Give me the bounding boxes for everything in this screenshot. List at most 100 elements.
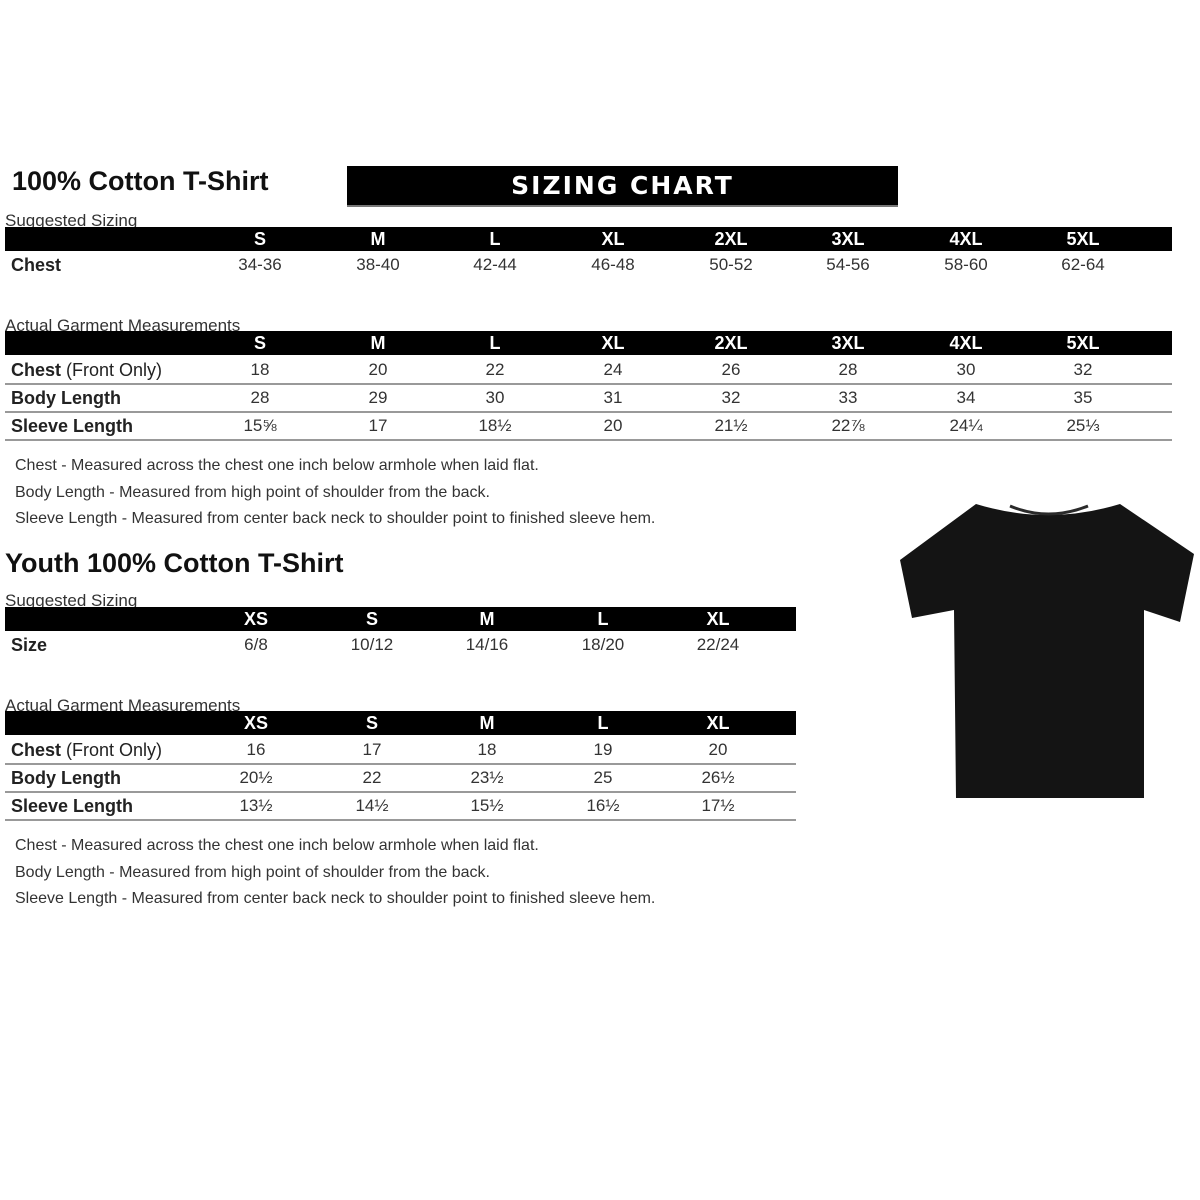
table-row: Chest (Front Only) 18 20 22 24 26 28 30 32	[0, 356, 1167, 384]
table-cell: 32	[1073, 360, 1093, 379]
table-cell: 50-52	[709, 255, 753, 274]
table-cell: 62-64	[1061, 255, 1105, 274]
row-divider	[5, 763, 796, 765]
table-cell: 20	[603, 416, 623, 435]
size-header: L	[489, 333, 501, 353]
table-cell: 28	[838, 360, 858, 379]
row-label: Chest	[11, 251, 61, 279]
row-label-text: Sleeve Length	[11, 416, 134, 436]
suggested-sizing-label: Suggested Sizing	[5, 591, 138, 610]
table-cell: 33	[838, 388, 858, 407]
row-label: Sleeve Length	[11, 412, 133, 440]
row-label-text: Sleeve Length	[11, 796, 134, 816]
table-cell: 17½	[701, 796, 735, 815]
row-divider	[5, 791, 796, 793]
table-cell: 14/16	[465, 635, 509, 654]
row-divider	[5, 383, 1172, 385]
size-header: S	[365, 713, 378, 733]
table-cell: 25⅓	[1066, 416, 1100, 435]
tshirt-icon	[900, 504, 1194, 798]
table-cell: 15½	[470, 796, 504, 815]
table-cell: 32	[721, 388, 741, 407]
youth-title: Youth 100% Cotton T-Shirt	[5, 548, 344, 578]
size-header: XL	[601, 229, 625, 249]
table-cell: 35	[1073, 388, 1093, 407]
row-label: Size	[11, 631, 47, 659]
size-header: XL	[706, 713, 730, 733]
size-header: 2XL	[714, 333, 748, 353]
measurement-note: Chest - Measured across the chest one in…	[15, 837, 539, 854]
measurement-note: Sleeve Length - Measured from center bac…	[15, 510, 656, 527]
table-cell: 54-56	[826, 255, 870, 274]
table-cell: 26	[721, 360, 741, 379]
table-cell: 21½	[714, 416, 748, 435]
size-header: 4XL	[949, 333, 983, 353]
table-cell: 18½	[478, 416, 512, 435]
size-header: XS	[243, 713, 268, 733]
table-cell: 14½	[355, 796, 389, 815]
size-header: 3XL	[831, 333, 865, 353]
suggested-sizing-label: Suggested Sizing	[5, 211, 138, 230]
table-cell: 20½	[239, 768, 273, 787]
row-label-text: Chest	[11, 740, 62, 760]
table-cell: 30	[956, 360, 976, 379]
table-cell: 25	[593, 768, 613, 787]
row-label: Sleeve Length	[11, 792, 133, 820]
table-cell: 22	[362, 768, 382, 787]
row-label-text: Chest	[11, 360, 62, 380]
size-header: M	[479, 609, 495, 629]
size-header: S	[253, 333, 266, 353]
size-header: M	[370, 333, 386, 353]
actual-header-bar: S M L XL 2XL 3XL 4XL 5XL	[5, 331, 1172, 355]
size-header: XL	[601, 333, 625, 353]
size-header: XL	[706, 609, 730, 629]
table-row: Sleeve Length 13½ 14½ 15½ 16½ 17½	[0, 792, 791, 820]
table-cell: 23½	[470, 768, 504, 787]
measurement-note: Body Length - Measured from high point o…	[15, 483, 490, 501]
table-cell: 42-44	[473, 255, 517, 274]
row-label-sub: (Front Only)	[61, 360, 163, 380]
table-cell: 26½	[701, 768, 735, 787]
table-cell: 34	[956, 388, 976, 407]
size-header: 2XL	[714, 229, 748, 249]
table-row: Body Length 20½ 22 23½ 25 26½	[0, 764, 791, 792]
size-header: 4XL	[949, 229, 983, 249]
row-divider	[5, 819, 796, 821]
table-cell: 20	[708, 740, 728, 759]
row-label-text: Chest	[11, 255, 62, 275]
table-cell: 31	[603, 388, 623, 407]
size-header: S	[253, 229, 266, 249]
table-cell: 29	[368, 388, 388, 407]
table-cell: 24¼	[949, 416, 983, 435]
row-label: Chest (Front Only)	[11, 736, 162, 764]
size-header: 5XL	[1066, 333, 1100, 353]
sizing-chart-banner: SIZING CHART	[347, 166, 898, 207]
actual-measurements-label: Actual Garment Measurements	[5, 316, 241, 335]
row-divider	[5, 439, 1172, 441]
table-cell: 16½	[586, 796, 620, 815]
size-header: 3XL	[831, 229, 865, 249]
table-cell: 17	[368, 416, 388, 435]
size-header: XS	[243, 609, 268, 629]
table-row: Chest (Front Only) 16 17 18 19 20	[0, 736, 791, 764]
row-label-text: Body Length	[11, 768, 121, 788]
actual-header-bar: XS S M L XL	[5, 711, 796, 735]
size-header: M	[370, 229, 386, 249]
row-divider	[5, 411, 1172, 413]
table-row: Sleeve Length 15⅝ 17 18½ 20 21½ 22⅞ 24¼ 25⅓	[0, 412, 1167, 440]
table-cell: 38-40	[356, 255, 400, 274]
table-cell: 28	[250, 388, 270, 407]
table-cell: 18	[250, 360, 270, 379]
table-cell: 17	[362, 740, 382, 759]
table-cell: 18/20	[581, 635, 625, 654]
table-cell: 15⅝	[243, 416, 277, 435]
suggested-header-bar: S M L XL 2XL 3XL 4XL 5XL	[5, 227, 1172, 251]
table-cell: 46-48	[591, 255, 635, 274]
row-label: Body Length	[11, 764, 121, 792]
table-cell: 6/8	[244, 635, 268, 654]
adult-title: 100% Cotton T-Shirt	[12, 166, 269, 196]
table-cell: 10/12	[350, 635, 394, 654]
row-label: Chest (Front Only)	[11, 356, 162, 384]
table-row: Body Length 28 29 30 31 32 33 34 35	[0, 384, 1167, 412]
